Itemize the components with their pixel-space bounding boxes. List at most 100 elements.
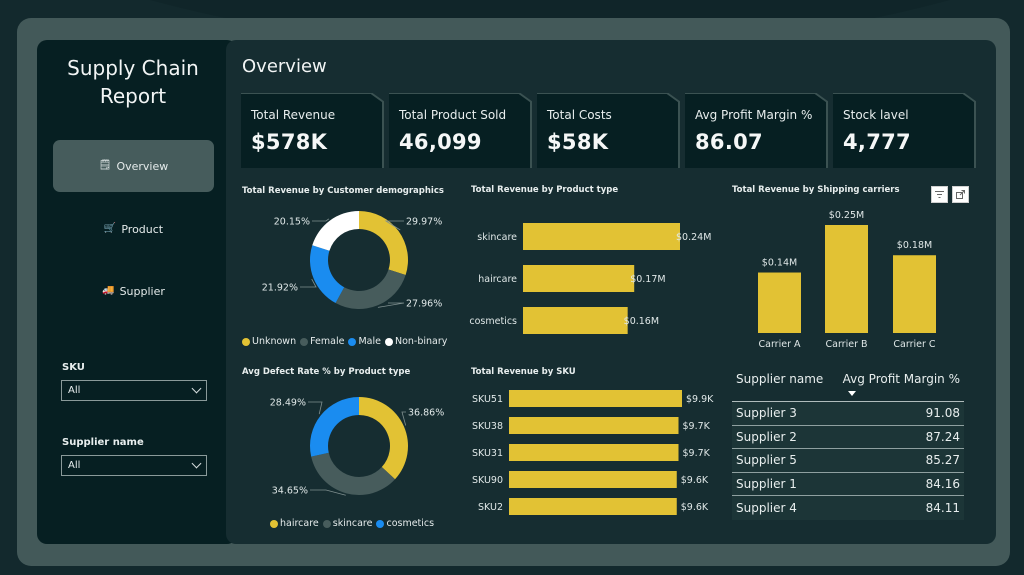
kpi-card-total-revenue[interactable]: Total Revenue $578K — [241, 94, 382, 168]
kpi-card-total-product-sold[interactable]: Total Product Sold 46,099 — [389, 94, 530, 168]
legend-item-haircare[interactable]: haircare — [270, 518, 319, 529]
category-label: SKU90 — [472, 475, 503, 486]
chevron-down-icon — [191, 383, 202, 394]
table-row[interactable]: Supplier 2 87.24 — [732, 426, 964, 449]
data-label: 21.92% — [262, 283, 298, 294]
kpi-label: Total Revenue — [251, 108, 336, 122]
demographics-legend: Unknown Female Male Non-binary — [242, 336, 447, 347]
demographics-donut-chart[interactable]: 29.97% 27.96% 21.92% 20.15% — [234, 200, 454, 340]
bar-sku51[interactable] — [509, 390, 682, 407]
column-header-avg-profit-margin[interactable]: Avg Profit Margin % — [842, 372, 960, 386]
carriers-column-chart[interactable]: $0.14M Carrier A $0.25M Carrier B $0.18M Carr… — [732, 205, 972, 355]
legend-label: cosmetics — [386, 518, 435, 529]
nav-overview-label: Overview — [116, 159, 169, 173]
sku-filter-value: All — [68, 385, 81, 396]
bar-skincare[interactable] — [523, 223, 680, 250]
nav-overview[interactable]: 🗒 Overview — [53, 140, 214, 192]
slice-skincare[interactable] — [311, 452, 396, 495]
kpi-card-avg-profit-margin[interactable]: Avg Profit Margin % 86.07 — [685, 94, 826, 168]
cell-margin: 85.27 — [925, 453, 960, 468]
category-label: SKU2 — [478, 502, 503, 513]
cell-supplier: Supplier 1 — [736, 476, 797, 491]
leader-line — [377, 302, 405, 308]
slice-haircare[interactable] — [359, 397, 408, 480]
kpi-value: 86.07 — [695, 130, 763, 154]
sort-descending-icon[interactable] — [848, 391, 856, 396]
sku-filter-dropdown[interactable]: All — [61, 380, 207, 401]
focus-mode-icon[interactable] — [952, 186, 969, 203]
column-carrier-a[interactable] — [758, 272, 801, 333]
kpi-label: Stock lavel — [843, 108, 909, 122]
cell-supplier: Supplier 2 — [736, 429, 797, 444]
kpi-card-stock-level[interactable]: Stock lavel 4,777 — [833, 94, 974, 168]
slice-female[interactable] — [335, 269, 406, 309]
defect-donut-chart[interactable]: 36.86% 34.65% 28.49% — [234, 380, 454, 520]
legend-dot-icon — [300, 337, 309, 346]
kpi-card-total-costs[interactable]: Total Costs $58K — [537, 94, 678, 168]
truck-icon: 🚚 — [102, 285, 115, 296]
data-label: 36.86% — [408, 408, 444, 419]
kpi-label: Avg Profit Margin % — [695, 108, 813, 122]
kpi-value: 4,777 — [843, 130, 911, 154]
bar-haircare[interactable] — [523, 265, 635, 292]
supplier-filter-dropdown[interactable]: All — [61, 455, 207, 476]
filter-icon[interactable] — [931, 186, 948, 203]
column-carrier-c[interactable] — [893, 255, 936, 333]
product-type-chart-title: Total Revenue by Product type — [471, 185, 619, 195]
legend-item-female[interactable]: Female — [300, 336, 344, 347]
data-label: 28.49% — [270, 398, 306, 409]
data-label: $0.24M — [676, 232, 711, 243]
cart-icon: 🛒 — [103, 223, 117, 234]
bar-cosmetics[interactable] — [523, 307, 628, 334]
chevron-down-icon — [191, 458, 202, 469]
legend-dot-icon — [322, 519, 331, 528]
legend-item-skincare[interactable]: skincare — [322, 518, 372, 529]
slice-unknown[interactable] — [359, 211, 408, 276]
kpi-label: Total Costs — [547, 108, 612, 122]
bar-sku90[interactable] — [509, 471, 677, 488]
table-row[interactable]: Supplier 5 85.27 — [732, 449, 964, 473]
cell-supplier: Supplier 4 — [736, 500, 797, 515]
nav-supplier-label: Supplier — [119, 284, 165, 298]
table-header: Supplier name Avg Profit Margin % — [732, 368, 964, 402]
column-header-supplier-name[interactable]: Supplier name — [736, 372, 824, 386]
slice-non-binary[interactable] — [312, 211, 359, 251]
data-label: 34.65% — [272, 486, 308, 497]
bar-sku31[interactable] — [509, 444, 679, 461]
legend-dot-icon — [242, 337, 250, 346]
sku-bar-chart[interactable]: SKU51 $9.9K SKU38 $9.7K SKU31 $9.7K SKU90 $9.6K… — [466, 390, 716, 530]
nav-supplier[interactable]: 🚚 Supplier — [53, 265, 214, 317]
leader-line — [300, 278, 317, 288]
supplier-filter-value: All — [68, 460, 81, 471]
slice-male[interactable] — [310, 245, 345, 304]
bar-sku2[interactable] — [509, 498, 677, 515]
legend-item-cosmetics[interactable]: cosmetics — [376, 518, 434, 529]
bar-sku38[interactable] — [509, 417, 679, 434]
nav-product[interactable]: 🛒 Product — [53, 203, 214, 255]
legend-dot-icon — [376, 519, 385, 528]
leader-line — [312, 218, 330, 222]
legend-item-unknown[interactable]: Unknown — [242, 336, 296, 347]
table-row[interactable]: Supplier 3 91.08 — [732, 402, 964, 426]
carriers-chart-title: Total Revenue by Shipping carriers — [732, 185, 900, 195]
column-carrier-b[interactable] — [825, 225, 868, 333]
product-type-bar-chart[interactable]: skincare $0.24M haircare $0.17M cosmetics $0.… — [466, 210, 716, 340]
supplier-filter-label: Supplier name — [62, 437, 144, 448]
legend-label: Female — [310, 336, 345, 347]
data-label: $0.16M — [624, 316, 659, 327]
table-row[interactable]: Supplier 1 84.16 — [732, 473, 964, 496]
slice-cosmetics[interactable] — [310, 397, 359, 457]
table-row[interactable]: Supplier 4 84.11 — [732, 496, 964, 520]
data-label: $0.14M — [762, 258, 797, 269]
legend-label: Male — [358, 336, 381, 347]
legend-item-male[interactable]: Male — [348, 336, 381, 347]
legend-label: haircare — [280, 518, 319, 529]
leader-line — [308, 401, 323, 415]
data-label: 20.15% — [274, 217, 310, 228]
legend-dot-icon — [384, 337, 393, 346]
legend-item-non-binary[interactable]: Non-binary — [384, 336, 447, 347]
cell-margin: 87.24 — [925, 429, 960, 444]
data-label: 29.97% — [406, 217, 442, 228]
data-label: $0.17M — [630, 274, 665, 285]
cell-margin: 84.16 — [925, 476, 960, 491]
